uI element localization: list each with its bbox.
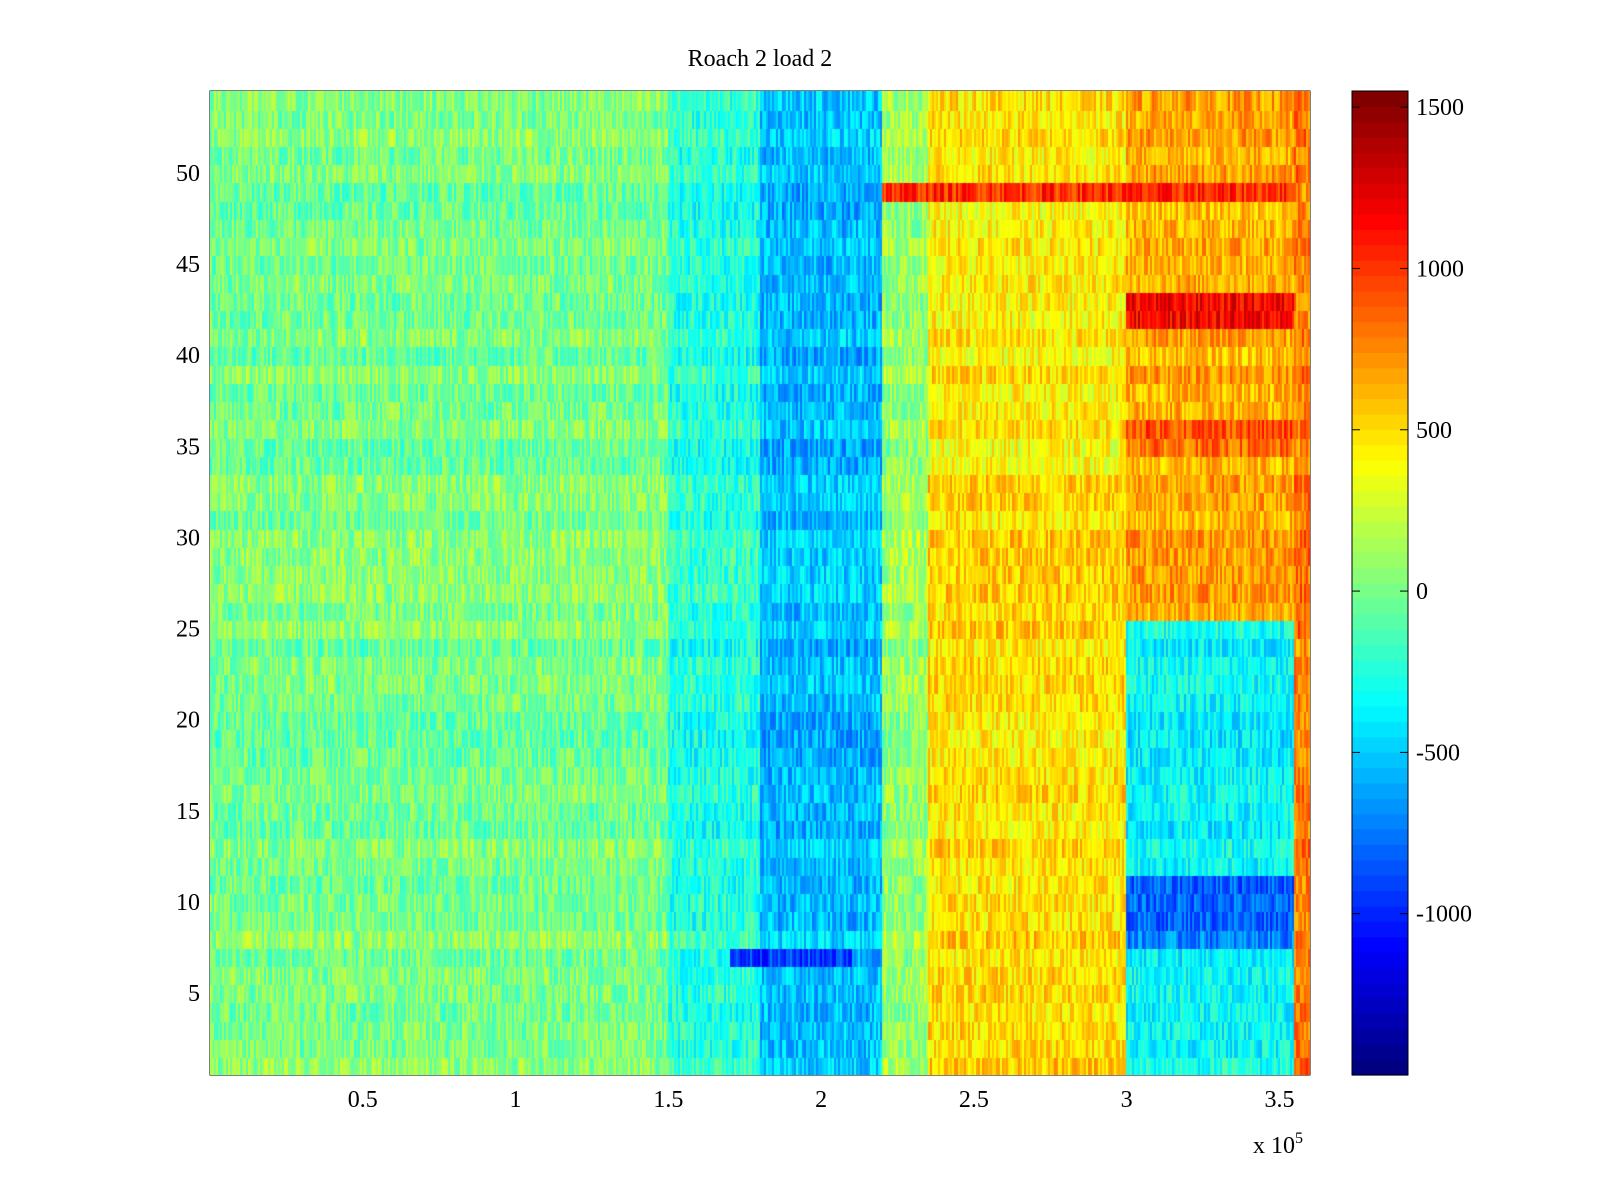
colorbar-band xyxy=(1352,952,1408,968)
colorbar-band xyxy=(1352,583,1408,599)
colorbar-band xyxy=(1352,91,1408,107)
colorbar-band xyxy=(1352,137,1408,154)
colorbar-band xyxy=(1352,1028,1408,1045)
colorbar xyxy=(1352,91,1408,1076)
x-tick-label: 1.5 xyxy=(653,1087,683,1113)
colorbar-band xyxy=(1352,198,1408,215)
colorbar-band xyxy=(1352,290,1408,307)
colorbar-band xyxy=(1352,275,1408,292)
colorbar-band xyxy=(1352,967,1408,984)
x-tick-label: 2 xyxy=(815,1087,827,1113)
colorbar-band xyxy=(1352,321,1408,338)
colorbar-band xyxy=(1352,613,1408,630)
colorbar-band xyxy=(1352,567,1408,584)
y-tick-label: 30 xyxy=(176,525,200,551)
y-tick-label: 35 xyxy=(176,434,200,460)
colorbar-band xyxy=(1352,905,1408,922)
y-tick-label: 50 xyxy=(176,161,200,187)
x-tick-label: 1 xyxy=(510,1087,522,1113)
colorbar-tick-label: 1500 xyxy=(1416,95,1464,121)
colorbar-band xyxy=(1352,675,1408,692)
colorbar-band xyxy=(1352,921,1408,938)
colorbar-ticks: -1000 -500 0 500 1000 1500 xyxy=(1352,95,1472,928)
colorbar-band xyxy=(1352,506,1408,523)
x-tick-label: 3.5 xyxy=(1264,1087,1294,1113)
colorbar-band xyxy=(1352,383,1408,400)
colorbar-band xyxy=(1352,706,1408,722)
colorbar-band xyxy=(1352,490,1408,507)
colorbar-band xyxy=(1352,413,1408,430)
colorbar-band xyxy=(1352,982,1408,999)
x-tick-label: 0.5 xyxy=(348,1087,378,1113)
colorbar-frame xyxy=(1351,90,1409,1076)
colorbar-band xyxy=(1352,260,1408,277)
colorbar-band xyxy=(1352,1059,1408,1076)
colorbar-band xyxy=(1352,890,1408,907)
x-axis-multiplier-exponent: 5 xyxy=(1295,1130,1303,1147)
colorbar-tick-label: -1000 xyxy=(1416,902,1472,928)
colorbar-band xyxy=(1352,536,1408,553)
x-axis-multiplier-base: x 10 xyxy=(1253,1133,1295,1159)
y-tick-label: 40 xyxy=(176,343,200,369)
colorbar-band xyxy=(1352,844,1408,861)
colorbar-band xyxy=(1352,659,1408,676)
x-tick-label: 2.5 xyxy=(959,1087,989,1113)
y-tick-label: 25 xyxy=(176,617,200,643)
colorbar-tick-label: -500 xyxy=(1416,740,1460,766)
colorbar-band xyxy=(1352,183,1408,200)
colorbar-band xyxy=(1352,367,1408,384)
x-tick-label: 3 xyxy=(1121,1087,1133,1113)
colorbar-band xyxy=(1352,690,1408,707)
colorbar-band xyxy=(1352,521,1408,538)
colorbar-band xyxy=(1352,444,1408,461)
colorbar-tick-label: 0 xyxy=(1416,579,1428,605)
colorbar-band xyxy=(1352,598,1408,615)
colorbar-band xyxy=(1352,398,1408,415)
colorbar-band xyxy=(1352,767,1408,784)
colorbar-band xyxy=(1352,244,1408,261)
colorbar-band xyxy=(1352,859,1408,876)
x-axis-multiplier: x 105 xyxy=(1253,1130,1303,1159)
colorbar-tick-label: 1000 xyxy=(1416,256,1464,282)
colorbar-band xyxy=(1352,813,1408,830)
colorbar-band xyxy=(1352,1044,1408,1061)
colorbar-tick-label: 500 xyxy=(1416,418,1452,444)
colorbar-band xyxy=(1352,121,1408,138)
colorbar-band xyxy=(1352,629,1408,646)
y-tick-label: 5 xyxy=(188,981,200,1007)
colorbar-band xyxy=(1352,152,1408,169)
colorbar-band xyxy=(1352,998,1408,1015)
colorbar-band xyxy=(1352,875,1408,892)
colorbar-band xyxy=(1352,798,1408,815)
colorbar-band xyxy=(1352,721,1408,738)
colorbar-band xyxy=(1352,936,1408,953)
colorbar-band xyxy=(1352,337,1408,353)
y-tick-label: 15 xyxy=(176,799,200,825)
colorbar-band xyxy=(1352,829,1408,845)
colorbar-band xyxy=(1352,214,1408,230)
y-tick-label: 45 xyxy=(176,252,200,278)
colorbar-band xyxy=(1352,229,1408,246)
y-tick-label: 20 xyxy=(176,708,200,734)
colorbar-band xyxy=(1352,352,1408,369)
colorbar-band xyxy=(1352,782,1408,799)
colorbar-band xyxy=(1352,429,1408,446)
y-tick-label: 10 xyxy=(176,890,200,916)
heatmap-cells xyxy=(210,91,1310,1075)
colorbar-band xyxy=(1352,106,1408,123)
colorbar-band xyxy=(1352,460,1408,476)
chart-title: Roach 2 load 2 xyxy=(688,46,833,72)
colorbar-band xyxy=(1352,167,1408,184)
colorbar-band xyxy=(1352,552,1408,569)
colorbar-band xyxy=(1352,752,1408,769)
colorbar-band xyxy=(1352,1013,1408,1030)
colorbar-band xyxy=(1352,475,1408,492)
colorbar-band xyxy=(1352,644,1408,661)
colorbar-band xyxy=(1352,736,1408,753)
colorbar-band xyxy=(1352,306,1408,323)
